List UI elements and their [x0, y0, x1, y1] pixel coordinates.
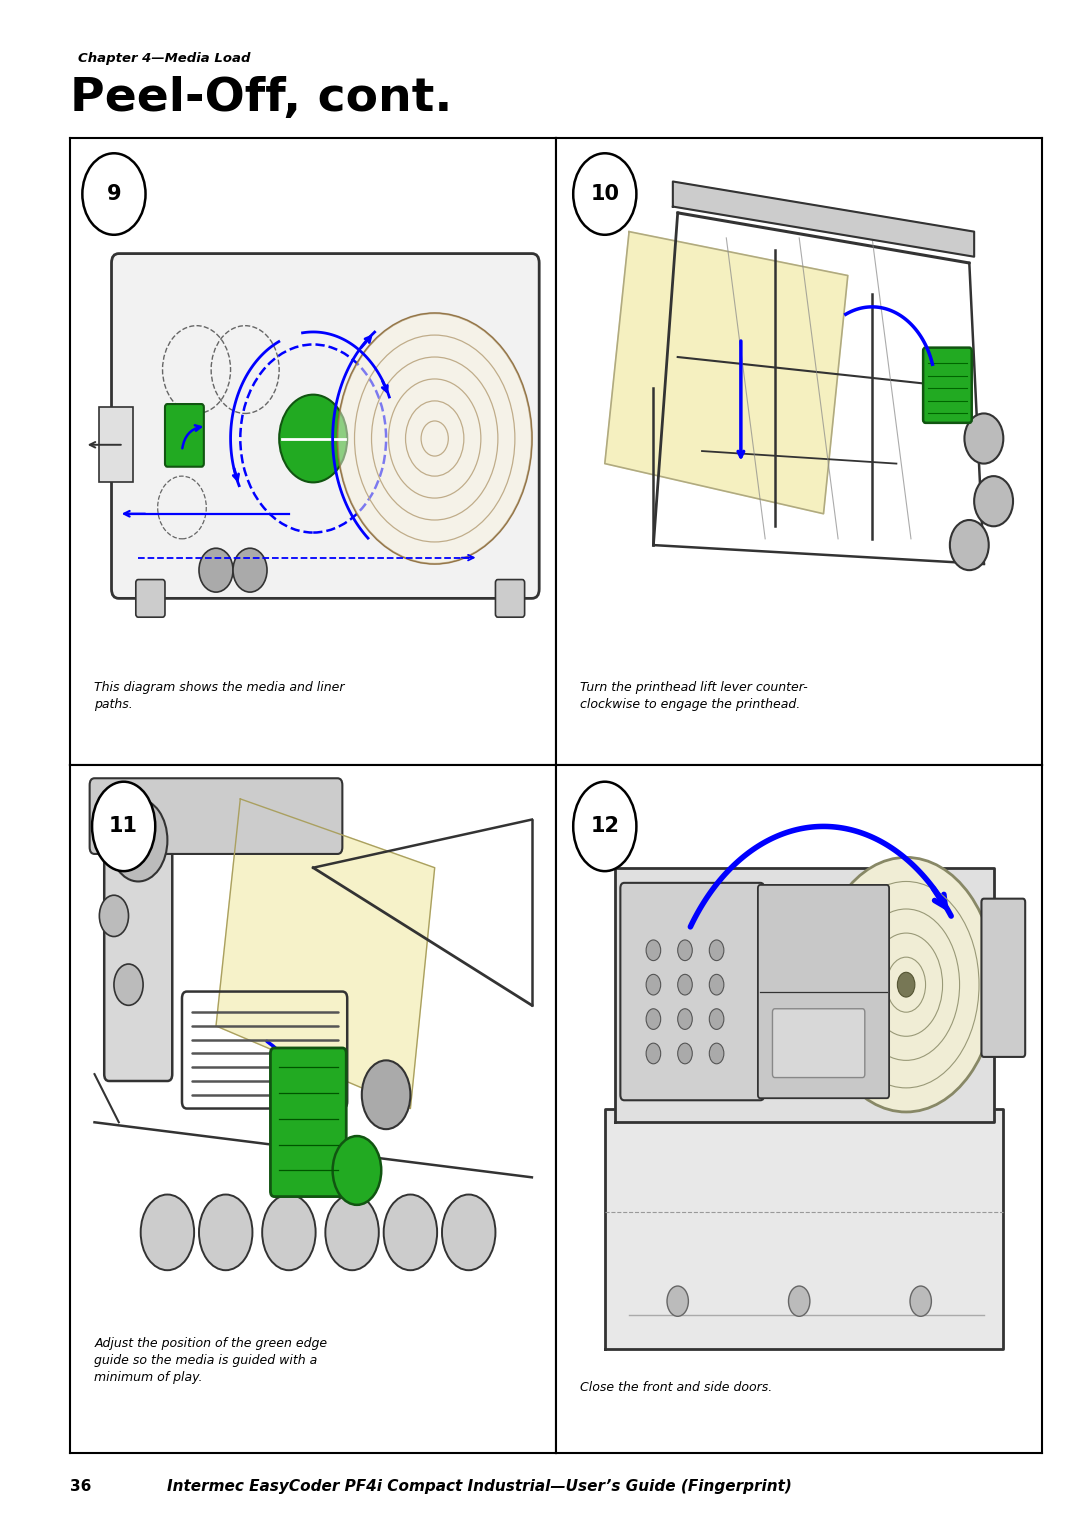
Text: 11: 11: [109, 816, 138, 836]
Polygon shape: [615, 867, 994, 1122]
FancyBboxPatch shape: [90, 778, 342, 853]
Circle shape: [109, 798, 167, 881]
Circle shape: [710, 1043, 724, 1064]
FancyBboxPatch shape: [136, 579, 165, 618]
Circle shape: [678, 974, 692, 995]
Text: Turn the printhead lift lever counter-
clockwise to engage the printhead.: Turn the printhead lift lever counter- c…: [581, 682, 808, 711]
Text: Adjust the position of the green edge
guide so the media is guided with a
minimu: Adjust the position of the green edge gu…: [95, 1336, 327, 1384]
Circle shape: [897, 972, 915, 997]
Circle shape: [333, 1136, 381, 1205]
FancyBboxPatch shape: [165, 404, 204, 466]
FancyBboxPatch shape: [620, 882, 765, 1101]
Text: 9: 9: [107, 183, 121, 203]
Circle shape: [325, 1194, 379, 1271]
FancyBboxPatch shape: [105, 792, 173, 1081]
Circle shape: [573, 153, 636, 235]
Text: 12: 12: [591, 816, 619, 836]
Polygon shape: [605, 1109, 1003, 1350]
Circle shape: [646, 1009, 661, 1029]
Polygon shape: [605, 231, 848, 514]
FancyBboxPatch shape: [982, 899, 1025, 1057]
Circle shape: [910, 1286, 931, 1316]
Text: This diagram shows the media and liner
paths.: This diagram shows the media and liner p…: [95, 682, 345, 711]
Circle shape: [126, 823, 150, 858]
FancyBboxPatch shape: [270, 1047, 347, 1197]
Text: Peel-Off, cont.: Peel-Off, cont.: [70, 76, 453, 121]
Circle shape: [199, 1194, 253, 1271]
Circle shape: [678, 940, 692, 960]
Text: Intermec EasyCoder PF4i Compact Industrial—User’s Guide (Fingerprint): Intermec EasyCoder PF4i Compact Industri…: [167, 1479, 793, 1494]
Text: 36: 36: [70, 1479, 92, 1494]
Circle shape: [710, 940, 724, 960]
Circle shape: [280, 394, 348, 482]
Circle shape: [99, 894, 129, 936]
Text: 10: 10: [591, 183, 619, 203]
Circle shape: [678, 1009, 692, 1029]
Circle shape: [788, 1286, 810, 1316]
Circle shape: [678, 1043, 692, 1064]
Circle shape: [82, 153, 146, 235]
Circle shape: [262, 1194, 315, 1271]
Circle shape: [362, 1061, 410, 1128]
Circle shape: [92, 781, 156, 872]
Circle shape: [667, 1286, 688, 1316]
Circle shape: [950, 520, 989, 570]
Circle shape: [710, 974, 724, 995]
Polygon shape: [673, 182, 974, 257]
FancyBboxPatch shape: [923, 347, 972, 424]
Circle shape: [710, 1009, 724, 1029]
FancyBboxPatch shape: [99, 407, 134, 482]
Circle shape: [573, 781, 636, 872]
FancyBboxPatch shape: [111, 254, 539, 598]
Circle shape: [383, 1194, 437, 1271]
Circle shape: [114, 965, 144, 1006]
Circle shape: [964, 413, 1003, 463]
Polygon shape: [216, 798, 435, 1109]
Text: Close the front and side doors.: Close the front and side doors.: [581, 1381, 773, 1394]
Circle shape: [233, 549, 267, 592]
Circle shape: [140, 1194, 194, 1271]
Circle shape: [646, 940, 661, 960]
Circle shape: [646, 974, 661, 995]
Circle shape: [816, 858, 996, 1112]
FancyBboxPatch shape: [772, 1009, 865, 1078]
Circle shape: [442, 1194, 496, 1271]
FancyBboxPatch shape: [758, 885, 889, 1098]
Text: Chapter 4—Media Load: Chapter 4—Media Load: [78, 52, 251, 66]
Circle shape: [199, 549, 233, 592]
Circle shape: [646, 1043, 661, 1064]
FancyBboxPatch shape: [496, 579, 525, 618]
Circle shape: [337, 313, 532, 564]
Circle shape: [974, 476, 1013, 526]
